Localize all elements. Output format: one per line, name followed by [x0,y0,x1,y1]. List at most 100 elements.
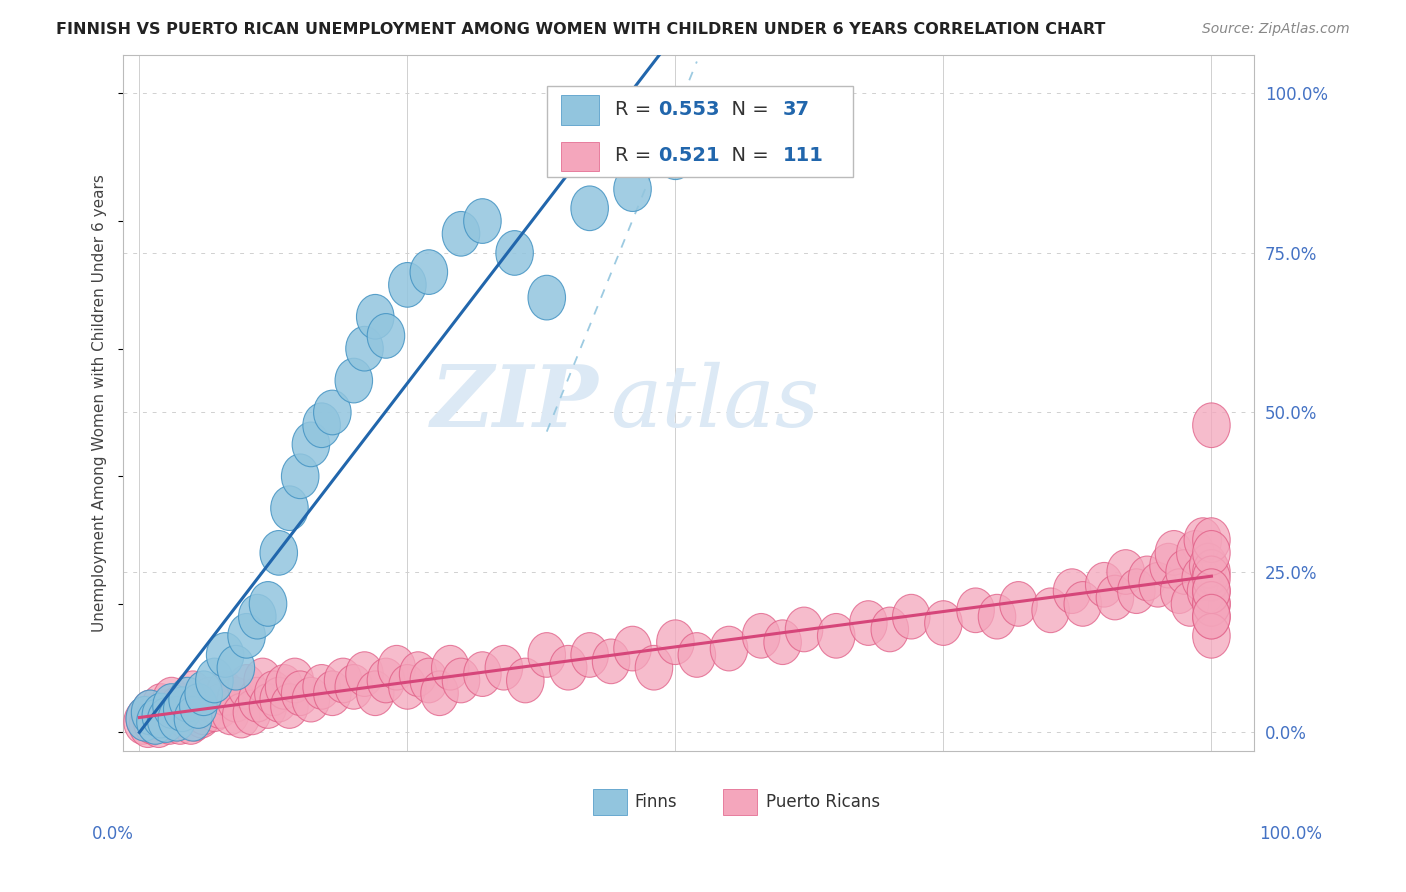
Ellipse shape [233,690,271,735]
Ellipse shape [367,658,405,703]
Ellipse shape [872,607,908,652]
Ellipse shape [271,486,308,531]
Ellipse shape [201,683,239,729]
Ellipse shape [134,699,172,744]
Ellipse shape [443,658,479,703]
Ellipse shape [1192,517,1230,563]
Ellipse shape [183,693,221,738]
Ellipse shape [281,671,319,715]
Ellipse shape [162,699,198,744]
Ellipse shape [207,632,243,677]
Ellipse shape [174,697,212,741]
Ellipse shape [529,276,565,320]
Text: 100.0%: 100.0% [1258,825,1322,843]
Text: FINNISH VS PUERTO RICAN UNEMPLOYMENT AMONG WOMEN WITH CHILDREN UNDER 6 YEARS COR: FINNISH VS PUERTO RICAN UNEMPLOYMENT AMO… [56,22,1105,37]
Ellipse shape [153,683,190,729]
Ellipse shape [195,687,233,731]
Ellipse shape [155,697,193,741]
Ellipse shape [239,677,276,722]
Ellipse shape [464,652,501,697]
Ellipse shape [157,687,195,731]
Ellipse shape [1192,582,1230,626]
Ellipse shape [186,690,222,735]
Ellipse shape [190,677,228,722]
Ellipse shape [357,294,394,339]
Text: Puerto Ricans: Puerto Ricans [766,793,880,811]
Ellipse shape [571,632,609,677]
Ellipse shape [212,690,249,735]
Text: 111: 111 [783,146,824,166]
Ellipse shape [142,683,180,729]
Ellipse shape [249,683,287,729]
Ellipse shape [411,250,447,294]
Ellipse shape [1177,531,1215,575]
Ellipse shape [127,697,163,741]
Ellipse shape [1156,531,1192,575]
Ellipse shape [485,646,523,690]
Ellipse shape [979,594,1015,639]
Text: 0.521: 0.521 [658,146,720,166]
Ellipse shape [129,703,167,747]
Text: 0.553: 0.553 [658,100,720,119]
Ellipse shape [217,646,254,690]
Ellipse shape [127,697,163,741]
Text: N =: N = [720,100,775,119]
Ellipse shape [1118,569,1156,614]
Ellipse shape [614,167,651,211]
Ellipse shape [1171,582,1209,626]
Ellipse shape [335,665,373,709]
Ellipse shape [763,620,801,665]
Ellipse shape [302,665,340,709]
Ellipse shape [678,632,716,677]
Ellipse shape [145,697,181,741]
Ellipse shape [153,677,190,722]
Ellipse shape [1192,569,1230,614]
Ellipse shape [314,390,352,434]
Bar [561,142,599,171]
Ellipse shape [176,697,214,741]
Ellipse shape [1192,556,1230,600]
Ellipse shape [148,690,186,735]
Ellipse shape [1053,569,1091,614]
Ellipse shape [399,652,437,697]
Ellipse shape [180,683,217,729]
Ellipse shape [186,671,222,715]
Ellipse shape [271,683,308,729]
Ellipse shape [443,211,479,256]
Ellipse shape [657,135,695,179]
Text: atlas: atlas [610,361,818,444]
Ellipse shape [367,314,405,359]
FancyBboxPatch shape [547,87,853,177]
Ellipse shape [346,326,384,371]
Bar [723,789,756,815]
Ellipse shape [388,262,426,307]
Text: ZIP: ZIP [430,361,599,444]
Ellipse shape [157,697,195,741]
Ellipse shape [592,639,630,683]
Ellipse shape [325,658,361,703]
Ellipse shape [817,614,855,658]
Ellipse shape [571,186,609,231]
Ellipse shape [243,658,281,703]
Ellipse shape [849,600,887,646]
Ellipse shape [786,607,823,652]
Ellipse shape [281,454,319,499]
Ellipse shape [136,693,174,738]
Ellipse shape [292,422,329,467]
Ellipse shape [1192,403,1230,448]
Ellipse shape [163,683,201,729]
Ellipse shape [1187,569,1225,614]
Text: 37: 37 [783,100,810,119]
Ellipse shape [142,693,180,738]
Ellipse shape [411,658,447,703]
Ellipse shape [1000,582,1038,626]
Ellipse shape [1032,588,1070,632]
Ellipse shape [1097,575,1133,620]
Ellipse shape [657,620,695,665]
Ellipse shape [1085,563,1123,607]
Ellipse shape [1107,549,1144,594]
Ellipse shape [174,671,212,715]
Ellipse shape [169,677,207,722]
Ellipse shape [131,690,169,735]
Ellipse shape [925,600,962,646]
